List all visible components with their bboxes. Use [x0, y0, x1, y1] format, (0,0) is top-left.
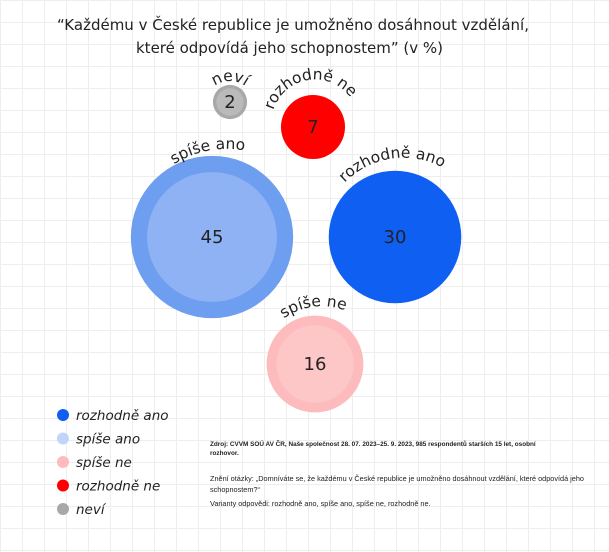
- source-note-line-2: rozhovor.: [210, 450, 239, 457]
- bubble-value-neví: 2: [224, 92, 235, 113]
- notes: Zdroj: CVVM SOÚ AV ČR, Naše společnost 2…: [210, 439, 584, 508]
- bubble-inner-neví: [216, 88, 244, 116]
- legend-marker: [57, 409, 69, 421]
- legend-label: spíše ano: [76, 432, 140, 448]
- bubble-value-rozhodně-ne: 7: [307, 117, 318, 138]
- legend-marker: [57, 456, 69, 468]
- legend-marker: [57, 432, 69, 445]
- bubble-inner-rozhodně-ano: [341, 183, 449, 291]
- legend-label: rozhodně ano: [76, 408, 169, 424]
- legend-label: neví: [76, 502, 107, 518]
- source-note-line-1: Zdroj: CVVM SOÚ AV ČR, Naše společnost 2…: [210, 439, 536, 448]
- bubble-value-spíše-ano: 45: [201, 227, 224, 248]
- bubble-value-rozhodně-ano: 30: [384, 227, 407, 248]
- legend-label: rozhodně ne: [76, 479, 160, 495]
- chart-title-line-1: “Každému v České republice je umožněno d…: [57, 15, 529, 34]
- legend: rozhodně ano spíše ano spíše ne rozhodně ne…: [57, 408, 169, 518]
- legend-label: spíše ne: [76, 455, 132, 471]
- question-note-line-2: schopnostem?“: [210, 485, 260, 494]
- variants-note: Varianty odpovědi: rozhodně ano, spíše a…: [210, 499, 431, 508]
- bubble-inner-rozhodně-ne: [287, 101, 339, 153]
- legend-marker: [57, 503, 69, 515]
- bubble-inner-spíše-ne: [276, 325, 354, 403]
- bubbles-group: 30 45 16 7 2: [130, 84, 462, 413]
- legend-marker: [57, 479, 69, 492]
- chart-title-line-2: které odpovídá jeho schopnostem” (v %): [136, 39, 443, 57]
- bubble-inner-spíše-ano: [147, 172, 277, 302]
- bubble-value-spíše-ne: 16: [304, 354, 327, 375]
- question-note-line-1: Znění otázky: „Domníváte se, že každému …: [210, 474, 584, 483]
